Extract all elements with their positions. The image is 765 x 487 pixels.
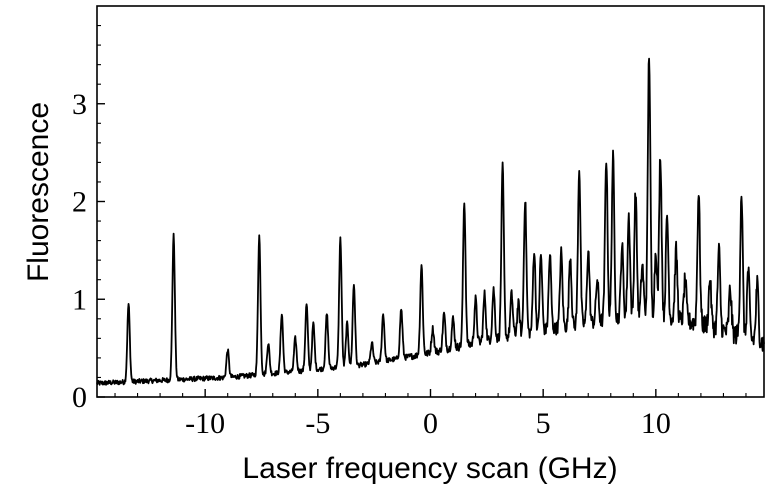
plot-border	[96, 5, 765, 398]
fluorescence-trace	[96, 57, 765, 386]
y-axis-title: Fluorescence	[22, 102, 55, 282]
x-tick-label: 10	[641, 407, 671, 440]
y-axis: 0 1 2 3	[72, 24, 105, 414]
x-axis-title: Laser frequency scan (GHz)	[242, 452, 617, 485]
x-tick-label: -5	[305, 407, 330, 440]
y-tick-label: 0	[72, 381, 87, 414]
plot-frame	[96, 5, 765, 398]
series-layer	[96, 57, 765, 386]
y-tick-label: 3	[72, 88, 87, 121]
y-tick-label: 2	[72, 186, 87, 219]
x-axis: -10 -5 0 5 10	[114, 389, 747, 440]
y-tick-label: 1	[72, 283, 87, 316]
x-tick-label: -10	[185, 407, 225, 440]
x-tick-label: 0	[423, 407, 438, 440]
x-tick-label: 5	[536, 407, 551, 440]
